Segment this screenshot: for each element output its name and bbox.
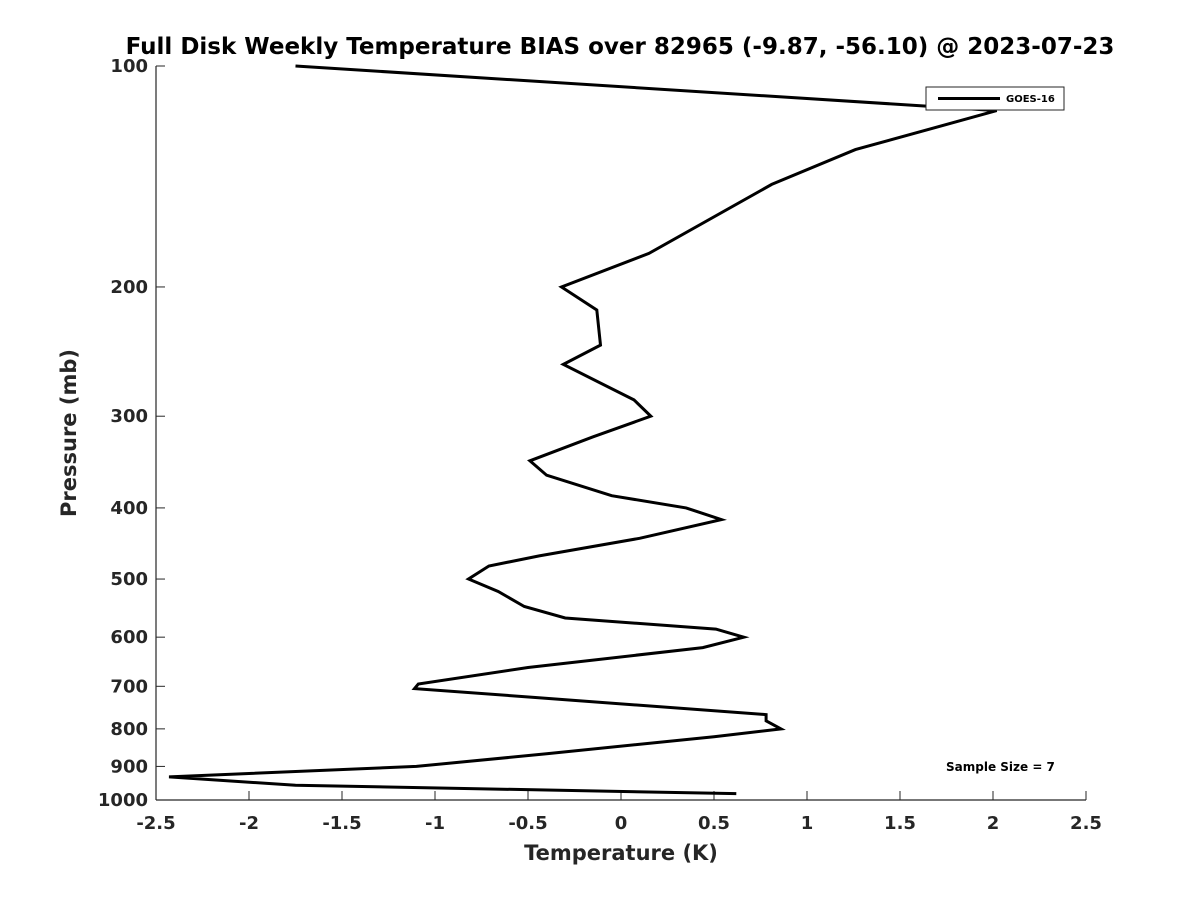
y-tick-label: 700 (110, 676, 148, 697)
x-tick-label: -1.5 (322, 813, 361, 834)
legend-entry-goes-16: GOES-16 (1006, 94, 1055, 105)
series-line-goes-16 (168, 64, 998, 796)
x-tick-label: -2 (239, 813, 259, 834)
x-axis-label: Temperature (K) (524, 841, 718, 865)
plot-frame (155, 66, 1086, 801)
legend: GOES-16 (925, 86, 1065, 111)
y-tick-label: 500 (110, 569, 148, 590)
y-tick-label: 1000 (98, 790, 148, 811)
y-tick-label: 100 (110, 56, 148, 77)
series-layer (168, 64, 998, 796)
x-tick-label: 1.5 (884, 813, 916, 834)
y-axis-label: Pressure (mb) (57, 349, 81, 517)
y-axis-ticks: 100 200 300 400 500 600 700 800 900 1000 (98, 56, 165, 811)
x-tick-label: 0 (615, 813, 628, 834)
x-tick-label: -2.5 (136, 813, 175, 834)
y-tick-label: 600 (110, 627, 148, 648)
sample-size-annotation: Sample Size = 7 (946, 760, 1055, 774)
y-tick-label: 900 (110, 756, 148, 777)
x-tick-label: -1 (425, 813, 445, 834)
y-tick-label: 400 (110, 498, 148, 519)
x-tick-label: 1 (801, 813, 814, 834)
x-tick-label: -0.5 (508, 813, 547, 834)
x-tick-label: 2 (987, 813, 1000, 834)
y-tick-label: 800 (110, 719, 148, 740)
x-tick-label: 0.5 (698, 813, 730, 834)
x-axis-ticks: -2.5 -2 -1.5 -1 -0.5 0 0.5 1 1.5 2 2.5 (136, 791, 1102, 834)
y-tick-label: 200 (110, 277, 148, 298)
chart-title: Full Disk Weekly Temperature BIAS over 8… (126, 34, 1115, 60)
x-tick-label: 2.5 (1070, 813, 1102, 834)
y-tick-label: 300 (110, 406, 148, 427)
